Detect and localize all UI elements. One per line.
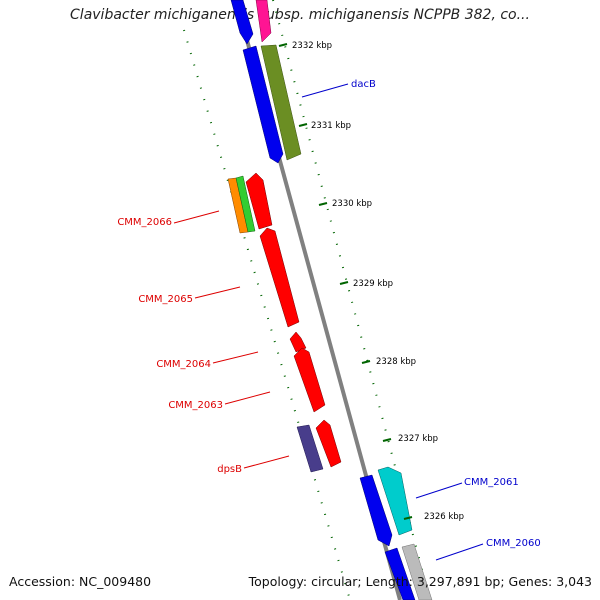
gene-feature-blue-top[interactable] <box>230 0 254 45</box>
gene-label-CMM_2063[interactable]: CMM_2063 <box>168 400 223 411</box>
gene-feature-red-dpsB[interactable] <box>315 419 342 468</box>
gene-label-dpsB[interactable]: dpsB <box>217 464 242 475</box>
gene-feature-blue-dacB[interactable] <box>242 45 284 164</box>
tick-label-2327: 2327 kbp <box>398 434 438 444</box>
tick-label-2330: 2330 kbp <box>332 199 372 209</box>
gene-feature-dpsB[interactable] <box>296 424 324 473</box>
gene-feature-dacB[interactable] <box>260 44 302 161</box>
gene-label-dacB[interactable]: dacB <box>351 79 376 90</box>
gene-feature-blue-2061[interactable] <box>359 474 393 547</box>
gene-feature-green[interactable] <box>235 175 256 233</box>
tick-label-2329: 2329 kbp <box>353 279 393 289</box>
tick-label-2328: 2328 kbp <box>376 357 416 367</box>
genome-summary-text: Topology: circular; Length: 3,297,891 bp… <box>248 574 592 589</box>
gene-feature-blue-2060[interactable] <box>384 547 416 600</box>
gene-feature-magenta-top[interactable] <box>255 0 272 43</box>
gene-feature-CMM_2066[interactable] <box>245 172 273 230</box>
gene-label-CMM_2066[interactable]: CMM_2066 <box>117 217 172 228</box>
gene-label-CMM_2064[interactable]: CMM_2064 <box>156 359 211 370</box>
gene-features[interactable] <box>227 0 433 600</box>
map-title: Clavibacter michiganensis subsp. michiga… <box>70 7 530 23</box>
gene-feature-CMM_2061[interactable] <box>377 466 413 536</box>
gene-feature-CMM_2065[interactable] <box>259 227 300 328</box>
gene-label-CMM_2061[interactable]: CMM_2061 <box>464 477 519 488</box>
gene-label-CMM_2060[interactable]: CMM_2060 <box>486 538 541 549</box>
gene-labels: dacB CMM_2066 CMM_2065 CMM_2064 CMM_2063… <box>117 79 540 549</box>
gene-label-CMM_2065[interactable]: CMM_2065 <box>138 294 193 305</box>
gene-feature-CMM_2064[interactable] <box>289 331 307 353</box>
accession-text: Accession: NC_009480 <box>9 574 152 589</box>
label-lines <box>173 83 484 561</box>
tick-label-2326: 2326 kbp <box>424 512 464 522</box>
gene-feature-CMM_2063[interactable] <box>293 347 326 413</box>
tick-label-2332: 2332 kbp <box>292 41 332 51</box>
gene-feature-CMM_2060[interactable] <box>401 543 433 600</box>
scale-ticks: 2332 kbp 2331 kbp 2330 kbp 2329 kbp 2328… <box>278 41 464 522</box>
tick-label-2331: 2331 kbp <box>311 121 351 131</box>
